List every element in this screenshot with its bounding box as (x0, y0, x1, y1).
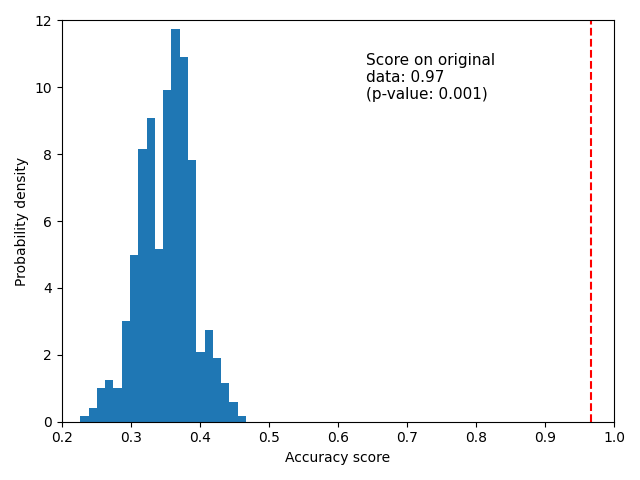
Bar (105, 380, 113, 422)
Bar (229, 402, 237, 422)
Bar (147, 118, 155, 422)
Bar (97, 388, 105, 422)
Bar (113, 388, 122, 422)
Bar (155, 249, 163, 422)
Bar (122, 322, 130, 422)
Y-axis label: Probability density: Probability density (15, 156, 29, 286)
Text: Score on original
data: 0.97
(p-value: 0.001): Score on original data: 0.97 (p-value: 0… (365, 53, 495, 102)
Bar (196, 352, 205, 422)
Bar (180, 57, 188, 422)
Bar (163, 90, 172, 422)
Bar (188, 160, 196, 422)
X-axis label: Accuracy score: Accuracy score (285, 451, 390, 465)
Bar (88, 408, 97, 422)
Bar (221, 383, 229, 422)
Bar (130, 254, 138, 422)
Bar (205, 330, 213, 422)
Bar (172, 29, 180, 422)
Bar (80, 416, 88, 422)
Bar (138, 149, 147, 422)
Bar (213, 358, 221, 422)
Bar (237, 416, 246, 422)
